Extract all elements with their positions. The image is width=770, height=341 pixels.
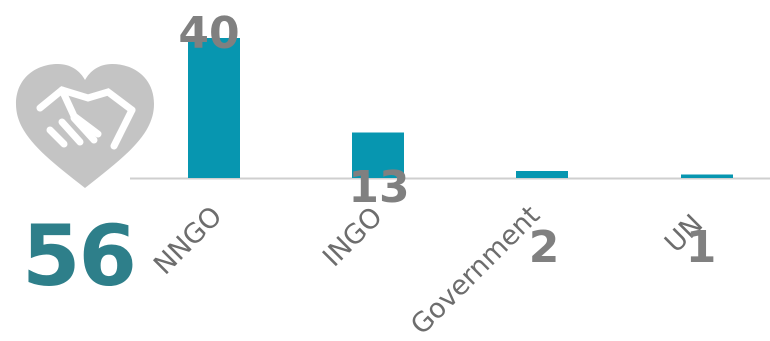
handshake-heart-icon (16, 64, 154, 188)
handshake-lines (36, 86, 136, 150)
value-label-ingo: 13 (348, 162, 409, 213)
value-label-un: 1 (686, 222, 717, 273)
category-label-nngo: NNGO (148, 201, 228, 281)
value-label-nngo: 40 (178, 8, 239, 59)
value-label-government: 2 (529, 222, 560, 273)
bars-group (188, 38, 733, 178)
bar-un (681, 174, 733, 178)
bar-government (516, 171, 568, 178)
bar-nngo (188, 38, 240, 178)
bar-ingo (352, 132, 404, 178)
category-label-government: Government (405, 200, 546, 341)
total-count: 56 (22, 207, 137, 305)
